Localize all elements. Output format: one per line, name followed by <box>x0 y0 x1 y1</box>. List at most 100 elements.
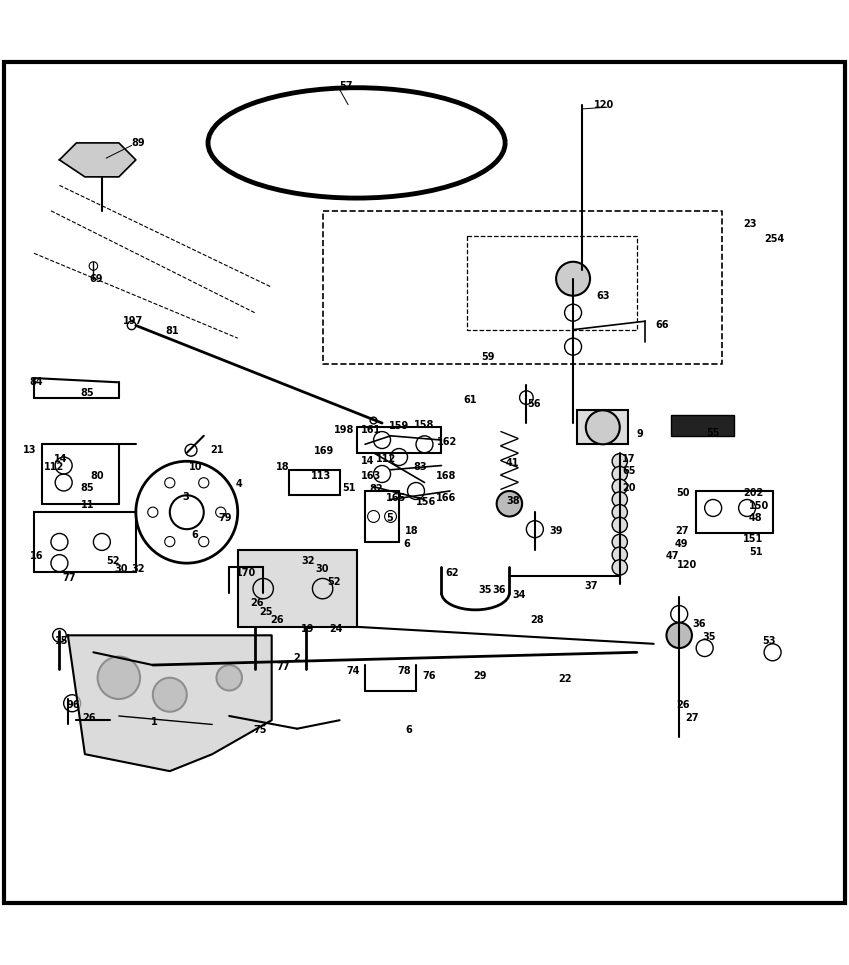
Text: 56: 56 <box>527 400 541 409</box>
Text: 6: 6 <box>406 726 413 735</box>
Text: 36: 36 <box>692 620 706 629</box>
Circle shape <box>666 622 692 648</box>
Text: 57: 57 <box>340 81 353 91</box>
Text: 112: 112 <box>376 454 396 464</box>
Text: 81: 81 <box>166 326 179 337</box>
Text: 76: 76 <box>423 671 436 681</box>
Text: 18: 18 <box>405 526 419 536</box>
Text: 26: 26 <box>677 700 690 710</box>
Text: 112: 112 <box>44 462 65 472</box>
Circle shape <box>497 491 522 516</box>
Text: 16: 16 <box>30 551 43 562</box>
Bar <box>238 550 357 627</box>
Text: 166: 166 <box>436 493 456 503</box>
Text: 34: 34 <box>512 590 526 599</box>
Text: 18: 18 <box>276 462 290 472</box>
Text: 11: 11 <box>81 501 94 510</box>
Text: 80: 80 <box>91 471 104 481</box>
Text: 32: 32 <box>132 565 145 574</box>
Circle shape <box>612 466 627 482</box>
Text: 41: 41 <box>505 458 519 468</box>
Text: 21: 21 <box>211 445 224 455</box>
Text: 197: 197 <box>123 317 143 326</box>
Text: 26: 26 <box>82 713 96 723</box>
Text: 156: 156 <box>416 497 436 507</box>
Text: 27: 27 <box>675 526 689 536</box>
Text: 47: 47 <box>666 551 679 562</box>
Text: 9: 9 <box>637 429 644 439</box>
Text: 19: 19 <box>301 623 315 634</box>
Circle shape <box>612 535 627 550</box>
Text: 69: 69 <box>89 274 103 284</box>
Circle shape <box>612 505 627 520</box>
Text: 162: 162 <box>437 437 458 447</box>
Text: 51: 51 <box>342 483 356 493</box>
Text: 79: 79 <box>218 513 232 523</box>
Circle shape <box>216 665 242 691</box>
Text: 65: 65 <box>622 466 636 477</box>
Text: 85: 85 <box>81 483 94 493</box>
Text: 78: 78 <box>397 666 411 675</box>
Text: 23: 23 <box>743 218 756 229</box>
Text: 168: 168 <box>436 471 456 481</box>
Circle shape <box>153 677 187 712</box>
Circle shape <box>586 410 620 444</box>
Text: 4: 4 <box>235 480 242 489</box>
Text: 96: 96 <box>66 700 80 710</box>
Text: 75: 75 <box>253 726 267 735</box>
Text: 38: 38 <box>507 496 520 507</box>
Text: 77: 77 <box>62 573 76 584</box>
Text: 120: 120 <box>594 99 615 110</box>
Text: 35: 35 <box>478 586 492 595</box>
Text: 26: 26 <box>270 615 284 625</box>
Text: 202: 202 <box>743 487 763 498</box>
Text: 113: 113 <box>311 471 331 481</box>
Text: 20: 20 <box>622 483 636 493</box>
Text: 77: 77 <box>276 662 290 672</box>
Text: 169: 169 <box>314 446 335 456</box>
Text: 3: 3 <box>183 492 189 502</box>
Text: 6: 6 <box>403 538 410 549</box>
Text: 62: 62 <box>446 568 459 578</box>
Text: 150: 150 <box>749 501 769 511</box>
Text: 22: 22 <box>559 675 572 684</box>
Text: 165: 165 <box>386 493 407 503</box>
Circle shape <box>98 656 140 699</box>
Text: 83: 83 <box>413 462 427 472</box>
Text: 170: 170 <box>236 568 256 578</box>
Polygon shape <box>59 143 136 177</box>
Text: 10: 10 <box>188 462 202 472</box>
Bar <box>34 512 136 571</box>
Text: 25: 25 <box>259 607 273 617</box>
Text: 52: 52 <box>106 556 120 565</box>
Bar <box>577 410 628 444</box>
Text: 27: 27 <box>685 713 699 723</box>
Text: 14: 14 <box>361 456 374 466</box>
Text: 5: 5 <box>386 513 393 523</box>
Text: 30: 30 <box>316 565 329 574</box>
Text: 161: 161 <box>361 425 381 435</box>
Circle shape <box>612 454 627 469</box>
Text: 84: 84 <box>30 377 43 387</box>
Bar <box>671 415 734 436</box>
Text: 55: 55 <box>706 428 720 438</box>
Text: 63: 63 <box>597 290 610 301</box>
Text: 39: 39 <box>549 526 563 536</box>
Text: 59: 59 <box>481 352 495 362</box>
Text: 158: 158 <box>413 420 434 429</box>
Text: 37: 37 <box>584 581 598 592</box>
Text: 163: 163 <box>361 471 381 481</box>
Text: 48: 48 <box>749 513 762 523</box>
Circle shape <box>612 560 627 575</box>
Text: 51: 51 <box>749 547 762 557</box>
Text: 15: 15 <box>55 636 69 647</box>
Text: 13: 13 <box>23 445 37 455</box>
Circle shape <box>612 479 627 494</box>
Circle shape <box>556 262 590 295</box>
Text: 50: 50 <box>677 487 690 498</box>
Text: 254: 254 <box>764 234 784 244</box>
Text: 61: 61 <box>464 395 477 405</box>
Text: 26: 26 <box>250 598 264 608</box>
Text: 74: 74 <box>346 666 360 675</box>
Text: 35: 35 <box>702 632 716 642</box>
